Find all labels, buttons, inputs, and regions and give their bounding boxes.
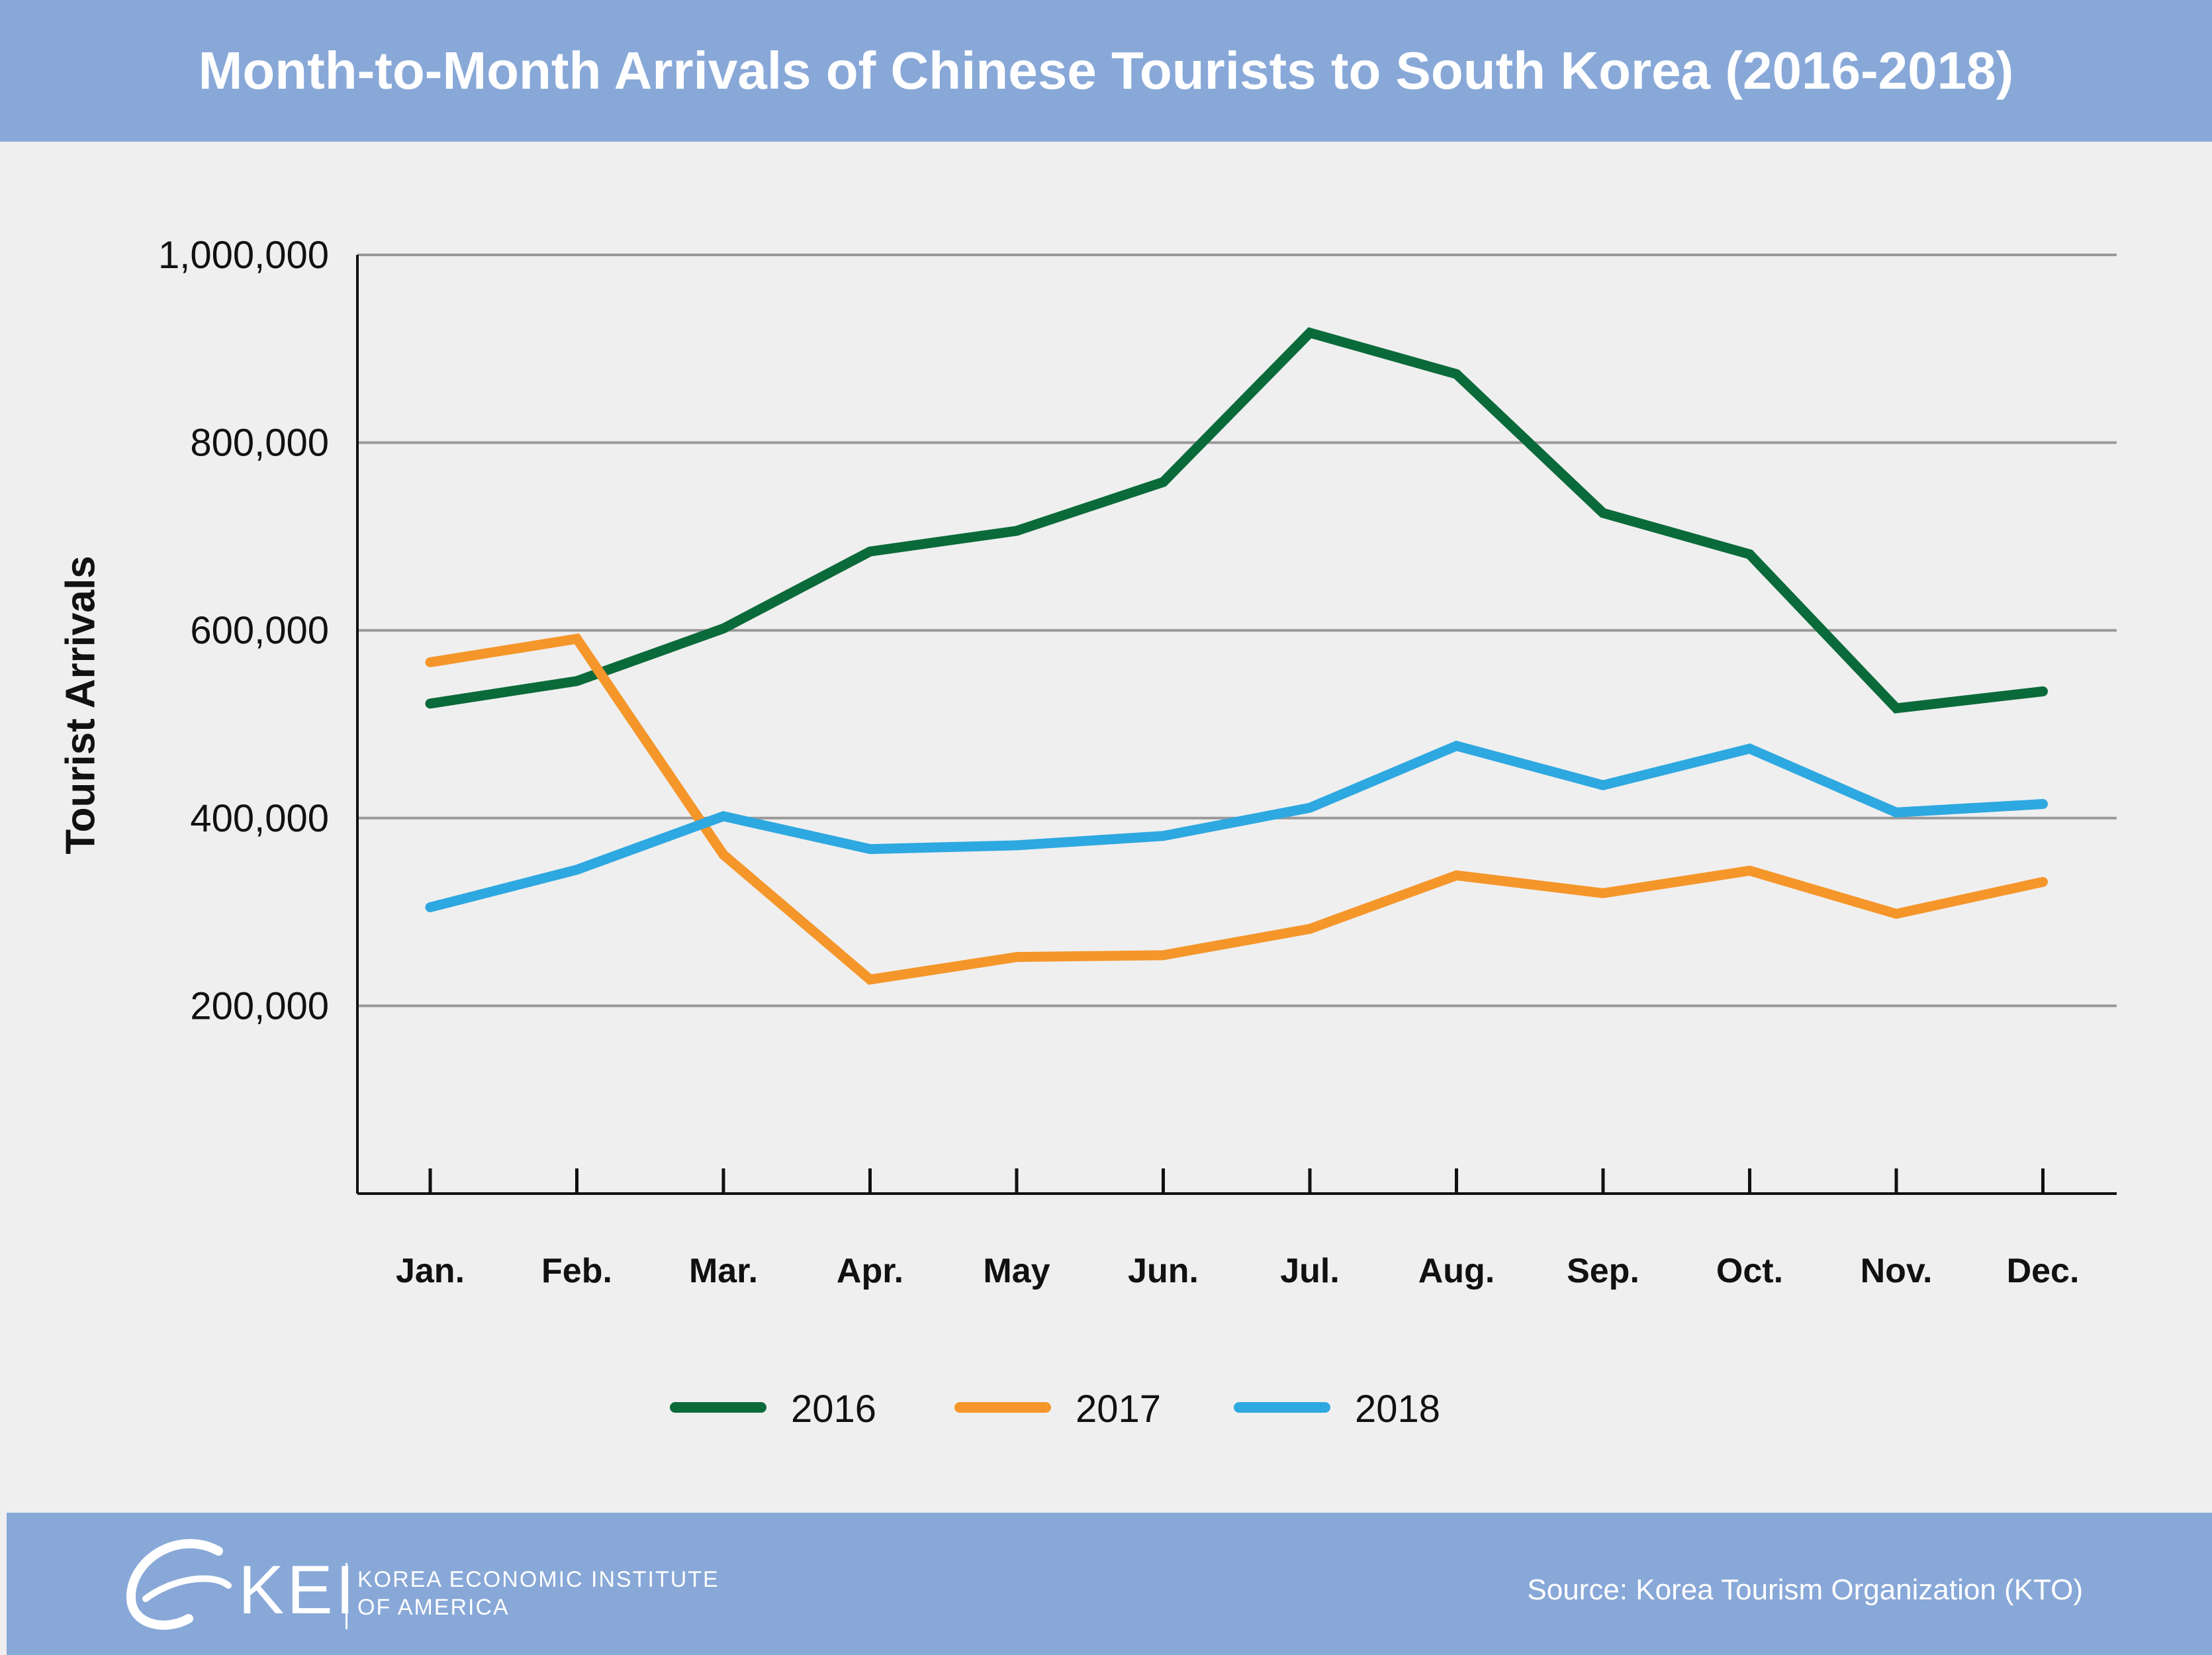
logo-org-line2: OF AMERICA <box>357 1595 510 1620</box>
x-tick-label: Oct. <box>1716 1252 1783 1290</box>
chart-title-banner: Month-to-Month Arrivals of Chinese Touri… <box>0 0 2212 142</box>
legend-label-2017: 2017 <box>1076 1388 1161 1431</box>
legend-label-2018: 2018 <box>1355 1388 1440 1431</box>
x-tick-label: Nov. <box>1861 1252 1933 1290</box>
x-tick-label: Feb. <box>541 1252 612 1290</box>
source-note: Source: Korea Tourism Organization (KTO) <box>1527 1574 2083 1606</box>
chart-title: Month-to-Month Arrivals of Chinese Touri… <box>198 41 2014 100</box>
x-tick-label: Jun. <box>1128 1252 1199 1290</box>
x-tick-label: Mar. <box>689 1252 758 1290</box>
series-line-2017 <box>425 633 2048 985</box>
x-tick-label: Jul. <box>1280 1252 1340 1290</box>
y-tick-label: 200,000 <box>190 984 329 1027</box>
logo-divider <box>346 1563 347 1629</box>
series-line-2016 <box>425 327 2048 714</box>
x-tick-label: Jan. <box>396 1252 465 1290</box>
y-tick-label: 600,000 <box>190 609 329 652</box>
line-chart: 200,000 400,000 600,000 800,000 1,000,000 Jan… <box>158 234 2117 1431</box>
logo-kei-text: KEI <box>238 1552 357 1629</box>
y-tick-label: 800,000 <box>190 422 329 465</box>
y-tick-label: 400,000 <box>190 797 329 840</box>
x-tick-label: Apr. <box>837 1252 903 1290</box>
x-tick-label: Sep. <box>1567 1252 1639 1290</box>
kei-swirl-icon <box>126 1538 232 1630</box>
x-tick-label: Aug. <box>1418 1252 1495 1290</box>
logo-org-line1: KOREA ECONOMIC INSTITUTE <box>357 1567 719 1592</box>
y-tick-label: 1,000,000 <box>158 234 329 277</box>
x-tick-label: May <box>983 1252 1050 1290</box>
kei-logo: KEI KOREA ECONOMIC INSTITUTE OF AMERICA <box>119 1533 718 1638</box>
footer-banner: KEI KOREA ECONOMIC INSTITUTE OF AMERICA … <box>7 1513 2212 1655</box>
legend-label-2016: 2016 <box>791 1388 876 1431</box>
x-tick-label: Dec. <box>2007 1252 2080 1290</box>
series-line-2018 <box>425 740 2048 913</box>
